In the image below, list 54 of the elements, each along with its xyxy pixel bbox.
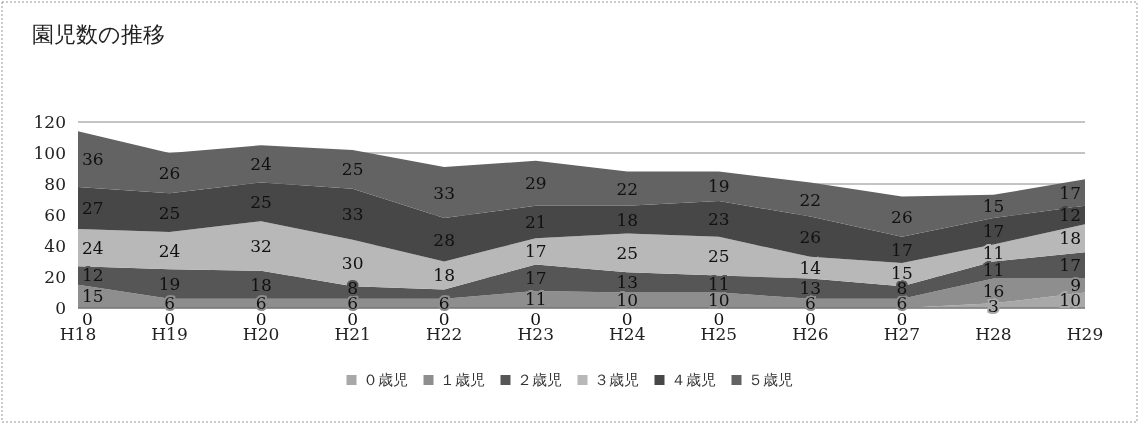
data-label: 33 [433, 182, 455, 203]
y-tick-label: 100 [33, 143, 66, 163]
data-label: 14 [799, 257, 822, 278]
y-tick-label: 0 [55, 298, 66, 318]
legend-label: ４歳児 [670, 371, 716, 389]
data-label: 18 [250, 274, 272, 295]
data-label: 26 [158, 163, 181, 184]
data-label: 22 [799, 189, 822, 210]
data-label: 6 [164, 293, 175, 314]
data-label: 25 [616, 242, 639, 263]
x-tick-label: H29 [1066, 324, 1104, 344]
data-label: 13 [616, 272, 639, 293]
data-label: 11 [982, 242, 1005, 263]
data-label: 12 [1059, 205, 1081, 225]
legend-label: ５歳児 [747, 371, 793, 389]
data-label: 18 [433, 265, 455, 286]
data-label: 15 [982, 196, 1005, 217]
data-label: 10 [1059, 290, 1081, 311]
data-label: 25 [341, 159, 364, 180]
data-label: 12 [82, 265, 104, 286]
data-label: 30 [341, 253, 364, 274]
data-label: 29 [524, 173, 547, 194]
y-tick-label: 20 [44, 267, 66, 287]
data-label: 25 [708, 246, 730, 267]
data-label: 11 [982, 260, 1005, 281]
data-label: 24 [250, 153, 272, 174]
y-tick-label: 120 [33, 112, 66, 132]
x-tick-label: H19 [151, 324, 188, 344]
data-label: 19 [158, 273, 181, 294]
data-label: 11 [524, 289, 547, 310]
data-label: 16 [982, 280, 1005, 301]
legend-label: ３歳児 [593, 371, 639, 389]
x-tick-label: H28 [975, 324, 1012, 344]
data-label: 24 [82, 237, 104, 258]
y-tick-label: 80 [44, 174, 66, 194]
data-label: 17 [524, 267, 547, 288]
data-label: 18 [1059, 228, 1081, 249]
legend-label: １歳児 [439, 371, 485, 389]
data-label: 32 [250, 236, 272, 256]
data-label: 26 [891, 206, 913, 227]
data-label: 17 [1059, 255, 1081, 276]
data-label: 10 [616, 290, 639, 311]
data-label: 17 [524, 241, 547, 262]
y-tick-label: 40 [44, 236, 66, 256]
data-label: 24 [158, 240, 181, 261]
y-tick-label: 60 [44, 205, 66, 225]
data-label: 17 [1059, 182, 1081, 203]
data-label: 15 [82, 286, 104, 307]
data-label: 22 [616, 178, 639, 199]
chart-title: 園児数の推移 [32, 22, 165, 47]
legend-label: ０歳児 [362, 371, 408, 389]
data-label: 19 [708, 176, 730, 197]
data-label: 36 [82, 149, 104, 170]
legend-label: ２歳児 [516, 371, 562, 389]
